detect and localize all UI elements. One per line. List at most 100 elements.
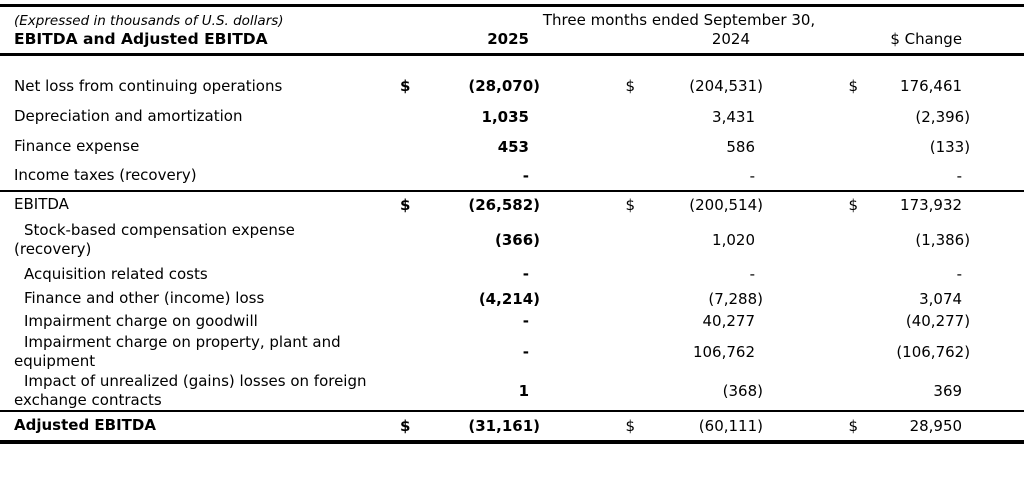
value-change: (40,277)	[905, 312, 971, 330]
table-row-finance-expense: Finance expense 453 586 (133)	[0, 132, 1024, 162]
row-label-line1: Impairment charge on property, plant and	[24, 332, 341, 351]
value-2024: -	[749, 265, 755, 283]
table-title: EBITDA and Adjusted EBITDA	[0, 28, 386, 56]
empty-cell	[765, 287, 863, 311]
row-label-line1: Impairment charge on goodwill	[24, 311, 258, 330]
row-label: Impairment charge on goodwill	[0, 311, 386, 332]
value-change: (2,396)	[915, 107, 971, 126]
table-row-fx-contracts: Impact of unrealized (gains) losses on f…	[0, 371, 1024, 412]
empty-cell	[386, 311, 416, 332]
empty-cell	[542, 132, 640, 162]
column-header-2024: 2024	[542, 28, 765, 56]
empty-cell	[542, 161, 640, 192]
column-header-change: $ Change	[765, 28, 973, 56]
table-row-net-loss: Net loss from continuing operations $ (2…	[0, 71, 1024, 102]
value-2025: (366)	[494, 230, 540, 249]
value-change: 28,950	[863, 410, 973, 444]
column-header-2025: 2025	[416, 28, 542, 56]
table-row-finance-other: Finance and other (income) loss (4,214) …	[0, 287, 1024, 311]
row-spacer	[972, 161, 1024, 192]
dollar-sign-2024: $	[542, 410, 640, 444]
value-2025: -	[522, 342, 529, 361]
empty-cell	[386, 161, 416, 192]
table-header-row-1: (Expressed in thousands of U.S. dollars)…	[0, 4, 1024, 29]
value-2024: -	[640, 161, 765, 192]
dollar-sign-2025: $	[400, 77, 411, 95]
header-spacer	[972, 4, 1024, 29]
dollar-sign-2024: $	[625, 77, 635, 95]
dollar-sign-2025: $	[386, 410, 416, 444]
value-2024: (368)	[640, 371, 765, 412]
value-2025: (28,070)	[468, 77, 540, 95]
row-spacer	[972, 71, 1024, 102]
value-change: (106,762)	[896, 342, 971, 361]
table-row-adjusted-ebitda: Adjusted EBITDA $ (31,161) $ (60,111) $ …	[0, 410, 1024, 444]
dollar-sign-change: $	[765, 410, 863, 444]
value-2024: 586	[726, 137, 755, 156]
value-2025: -	[522, 312, 529, 330]
empty-cell	[542, 311, 640, 332]
empty-cell	[765, 132, 863, 162]
row-spacer	[972, 218, 1024, 262]
value-change: 176,461	[900, 77, 963, 95]
value-2024: (60,111)	[640, 410, 765, 444]
row-label-line2: equipment	[14, 351, 96, 370]
value-change: 3,074	[919, 289, 963, 308]
currency-note: (Expressed in thousands of U.S. dollars)	[0, 4, 386, 29]
row-label: Stock-based compensation expense (recove…	[0, 218, 386, 262]
dollar-sign-2025: $	[400, 195, 411, 214]
header-spacer	[972, 28, 1024, 56]
empty-cell	[765, 311, 863, 332]
row-label-line2: (recovery)	[14, 239, 92, 258]
row-label-line1: Finance and other (income) loss	[24, 289, 265, 307]
period-header: Three months ended September 30,	[386, 4, 973, 29]
table-row-depreciation: Depreciation and amortization 1,035 3,43…	[0, 102, 1024, 132]
table-row-impairment-ppe: Impairment charge on property, plant and…	[0, 332, 1024, 372]
value-2024: 1,020	[712, 230, 755, 249]
empty-cell	[386, 287, 416, 311]
value-2025: -	[416, 161, 542, 192]
row-spacer	[972, 191, 1024, 218]
table-header-row-2: EBITDA and Adjusted EBITDA 2025 2024 $ C…	[0, 28, 1024, 56]
value-2024: (200,514)	[689, 195, 763, 214]
row-label-line1: Stock-based compensation expense	[24, 220, 295, 239]
dollar-sign-2024: $	[625, 195, 635, 214]
empty-cell	[542, 262, 640, 287]
empty-cell	[542, 218, 640, 262]
empty-cell	[765, 218, 863, 262]
header-empty-cell	[386, 28, 416, 56]
empty-cell	[542, 287, 640, 311]
value-2024: 3,431	[712, 107, 755, 126]
value-2024: 40,277	[702, 312, 756, 330]
row-label: Impairment charge on property, plant and…	[0, 332, 386, 372]
value-2025: -	[522, 265, 529, 283]
value-change: 369	[863, 371, 973, 412]
empty-cell	[765, 161, 863, 192]
value-change: -	[863, 161, 973, 192]
row-label: Acquisition related costs	[0, 262, 386, 287]
row-label: Finance and other (income) loss	[0, 287, 386, 311]
row-spacer	[972, 332, 1024, 372]
row-label-line1: Impact of unrealized (gains) losses on f…	[24, 371, 367, 390]
row-label: Impact of unrealized (gains) losses on f…	[0, 371, 386, 412]
value-2024: (7,288)	[708, 289, 763, 308]
empty-cell	[542, 371, 640, 412]
empty-cell	[386, 332, 416, 372]
empty-cell	[386, 132, 416, 162]
value-2025: 453	[497, 137, 529, 156]
value-change: (133)	[929, 137, 971, 156]
row-label: Net loss from continuing operations	[14, 76, 283, 95]
empty-cell	[765, 332, 863, 372]
table-row-stock-based-compensation: Stock-based compensation expense (recove…	[0, 218, 1024, 262]
empty-cell	[765, 262, 863, 287]
table-row-impairment-goodwill: Impairment charge on goodwill - 40,277 (…	[0, 311, 1024, 332]
ebitda-table: (Expressed in thousands of U.S. dollars)…	[0, 4, 1024, 444]
row-label: Income taxes (recovery)	[0, 161, 386, 192]
table-row-income-taxes: Income taxes (recovery) - - -	[0, 161, 1024, 192]
dollar-sign-change: $	[848, 77, 858, 95]
row-label: EBITDA	[14, 195, 69, 213]
value-change: 173,932	[900, 195, 963, 214]
empty-cell	[765, 371, 863, 412]
value-change: (1,386)	[915, 230, 971, 249]
